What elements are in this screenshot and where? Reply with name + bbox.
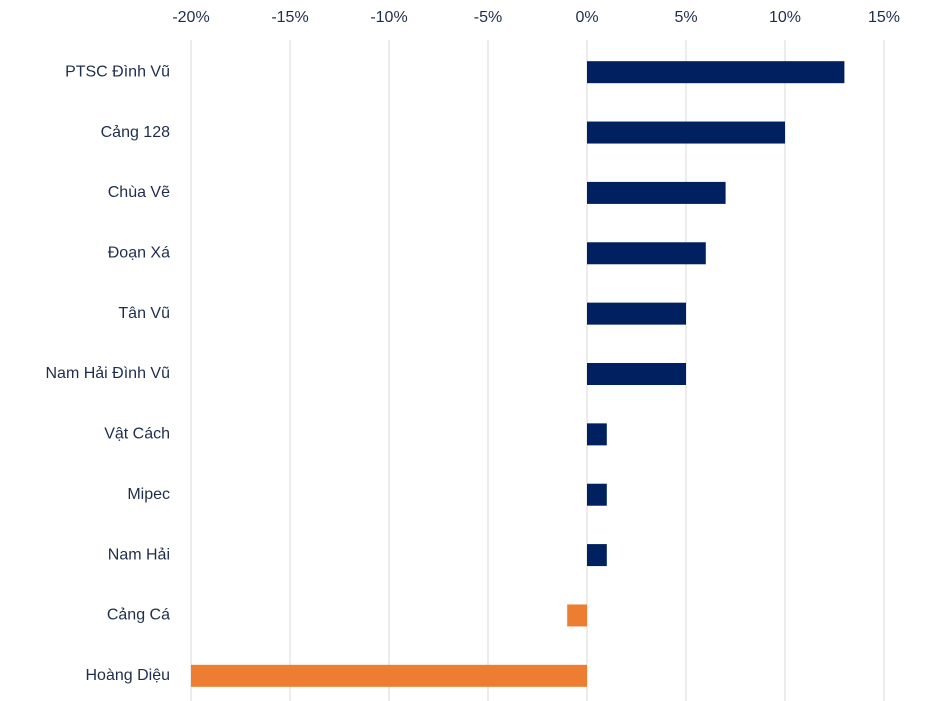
bar bbox=[587, 544, 607, 567]
bar bbox=[587, 423, 607, 446]
bar bbox=[587, 242, 706, 265]
y-tick-label: Nam Hải Đình Vũ bbox=[46, 365, 171, 382]
x-tick-label: 15% bbox=[868, 9, 900, 26]
y-tick-label: Cảng 128 bbox=[101, 124, 170, 141]
bar bbox=[587, 483, 607, 506]
y-tick-label: Tân Vũ bbox=[118, 305, 170, 322]
x-tick-label: -20% bbox=[172, 9, 209, 26]
bar bbox=[587, 61, 845, 84]
y-tick-label: Nam Hải bbox=[108, 546, 170, 563]
x-tick-label: 5% bbox=[674, 9, 697, 26]
y-tick-label: Chùa Vẽ bbox=[108, 184, 170, 201]
bar bbox=[587, 302, 686, 325]
y-tick-label: Cảng Cá bbox=[107, 607, 170, 624]
bar bbox=[587, 363, 686, 385]
x-tick-label: 0% bbox=[575, 9, 598, 26]
x-tick-label: -10% bbox=[370, 9, 407, 26]
bar bbox=[587, 181, 726, 204]
x-tick-label: -15% bbox=[271, 9, 308, 26]
y-tick-label: Vật Cách bbox=[104, 426, 170, 443]
x-tick-label: 10% bbox=[769, 9, 801, 26]
bar bbox=[567, 604, 587, 627]
y-tick-label: Đoạn Xá bbox=[108, 244, 170, 261]
bar bbox=[191, 664, 587, 687]
y-tick-label: Hoàng Diệu bbox=[86, 667, 171, 684]
y-tick-label: Mipec bbox=[127, 486, 170, 503]
bar bbox=[587, 121, 785, 144]
x-tick-label: -5% bbox=[474, 9, 502, 26]
y-tick-label: PTSC Đình Vũ bbox=[65, 63, 170, 80]
